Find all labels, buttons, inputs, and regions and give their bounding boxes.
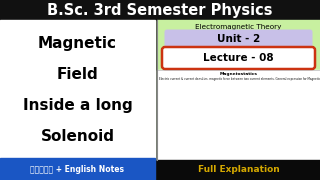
FancyBboxPatch shape bbox=[164, 30, 313, 48]
FancyBboxPatch shape bbox=[162, 47, 315, 69]
Text: Full Explanation: Full Explanation bbox=[198, 165, 279, 174]
Text: Electric current & current densities, magnetic force between two current element: Electric current & current densities, ma… bbox=[159, 77, 320, 81]
Text: Solenoid: Solenoid bbox=[41, 129, 115, 144]
Text: Lecture - 08: Lecture - 08 bbox=[203, 53, 274, 63]
Text: Field: Field bbox=[57, 67, 98, 82]
Bar bbox=[0, 158, 155, 160]
Text: Unit - 2: Unit - 2 bbox=[217, 34, 260, 44]
Bar bbox=[157, 20, 320, 160]
Text: हिंदी + English Notes: हिंदी + English Notes bbox=[30, 165, 124, 174]
Text: Inside a long: Inside a long bbox=[23, 98, 132, 113]
Bar bbox=[0, 0, 320, 20]
Text: Magnetic: Magnetic bbox=[38, 36, 117, 51]
Text: Magnetostatics: Magnetostatics bbox=[220, 72, 258, 76]
Text: B.Sc. 3rd Semester Physics: B.Sc. 3rd Semester Physics bbox=[47, 3, 273, 17]
Bar bbox=[157, 160, 320, 180]
Bar bbox=[0, 20, 155, 160]
Bar bbox=[157, 70, 320, 160]
Bar bbox=[0, 160, 155, 180]
Text: Electromagnetic Theory: Electromagnetic Theory bbox=[195, 24, 282, 30]
